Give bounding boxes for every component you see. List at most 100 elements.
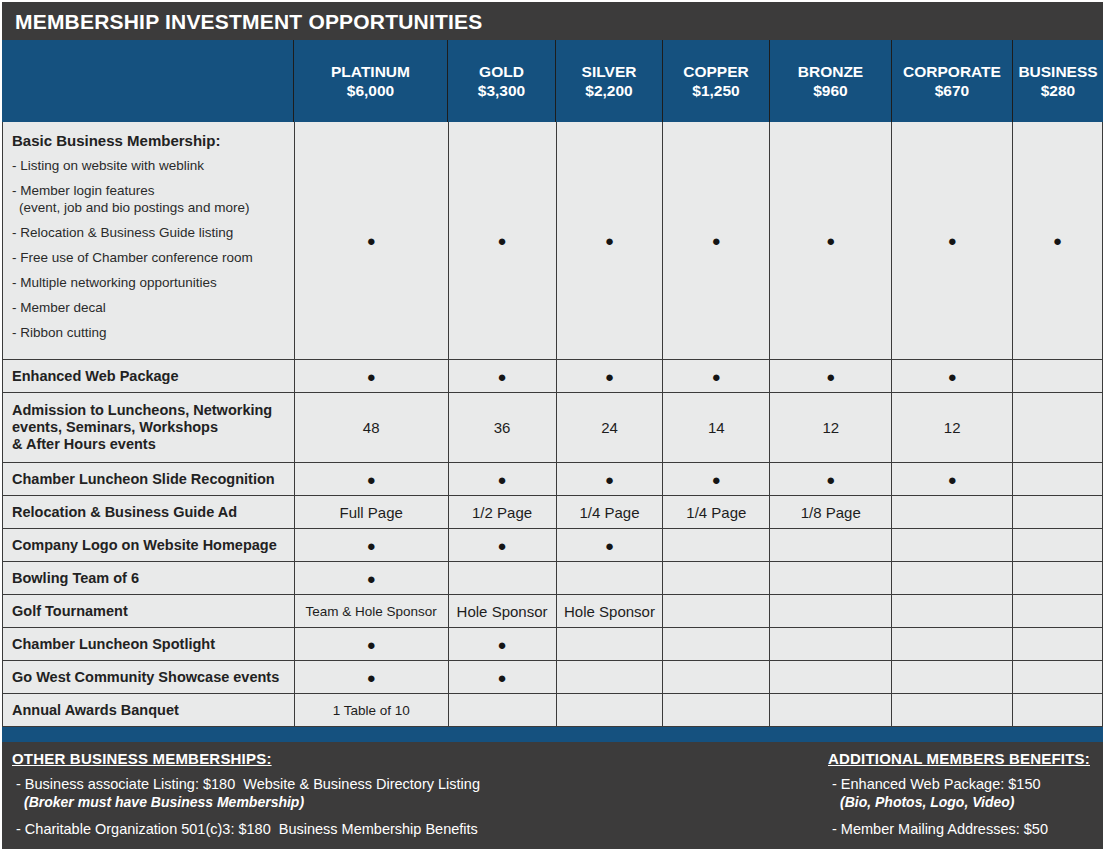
tier-column-header-gold: GOLD$3,300 [448,40,556,122]
tier-header-spacer [2,40,294,122]
benefit-value-cell: 1 Table of 10 [295,694,449,726]
tier-name: BUSINESS [1018,62,1097,81]
tier-price: $2,200 [585,81,632,100]
tier-column-header-bronze: BRONZE$960 [770,40,892,122]
included-dot-icon: ● [557,529,664,561]
feature-label: Chamber Luncheon Spotlight [3,628,295,660]
empty-cell [1013,694,1103,726]
included-dot-icon: ● [449,463,557,495]
included-dot-icon: ● [295,628,449,660]
empty-cell [1013,562,1103,594]
table-row: Company Logo on Website Homepage●●● [3,529,1103,562]
table-row: Basic Business Membership: - Listing on w… [3,122,1103,360]
table-row: Bowling Team of 6● [3,562,1103,595]
empty-cell [663,595,770,627]
benefit-value-cell: 48 [295,393,449,462]
benefit-value-cell: 12 [892,393,1013,462]
empty-cell [892,562,1013,594]
benefit-value-cell: Hole Sponsor [449,595,557,627]
empty-cell [1013,661,1103,693]
feature-sub-item: - Relocation & Business Guide listing [12,225,233,241]
empty-cell [1013,595,1103,627]
benefit-value-cell: 24 [557,393,664,462]
empty-cell [663,562,770,594]
tier-column-header-copper: COPPER$1,250 [663,40,770,122]
included-dot-icon: ● [663,360,770,392]
tier-name: BRONZE [798,62,863,81]
feature-sub-item: - Member decal [12,300,106,316]
feature-label: Golf Tournament [3,595,295,627]
tier-name: SILVER [582,62,637,81]
tier-price: $6,000 [347,81,394,100]
feature-sub-item: - Listing on website with weblink [12,158,204,174]
footer-item-business-associate: - Business associate Listing: $180 Websi… [12,775,552,793]
footer-item-enhanced-web: - Enhanced Web Package: $150 [828,775,1100,793]
feature-label: Admission to Luncheons, Networkingevents… [3,393,295,462]
footer-note-broker: (Broker must have Business Membership) [12,793,552,811]
tier-name: CORPORATE [903,62,1001,81]
empty-cell [770,529,892,561]
empty-cell [770,595,892,627]
included-dot-icon: ● [557,122,664,359]
included-dot-icon: ● [449,122,557,359]
feature-sub-item: - Ribbon cutting [12,325,107,341]
included-dot-icon: ● [770,463,892,495]
tier-column-header-platinum: PLATINUM$6,000 [294,40,448,122]
feature-label: Chamber Luncheon Slide Recognition [3,463,295,495]
empty-cell [892,661,1013,693]
tier-column-header-business: BUSINESS$280 [1013,40,1103,122]
feature-label-heading: Basic Business Membership: [12,132,220,149]
table-row: Admission to Luncheons, Networkingevents… [3,393,1103,463]
feature-label: Annual Awards Banquet [3,694,295,726]
tier-price: $3,300 [478,81,525,100]
tier-price: $670 [935,81,969,100]
included-dot-icon: ● [449,628,557,660]
tier-header-row: PLATINUM$6,000GOLD$3,300SILVER$2,200COPP… [2,40,1103,122]
footer-item-charitable: - Charitable Organization 501(c)3: $180 … [12,820,552,838]
empty-cell [770,628,892,660]
feature-label: Bowling Team of 6 [3,562,295,594]
tier-price: $280 [1041,81,1075,100]
included-dot-icon: ● [557,463,664,495]
benefit-value-cell: 1/8 Page [770,496,892,528]
included-dot-icon: ● [892,122,1013,359]
membership-investment-page: MEMBERSHIP INVESTMENT OPPORTUNITIES PLAT… [0,0,1110,851]
empty-cell [1013,628,1103,660]
included-dot-icon: ● [295,122,449,359]
included-dot-icon: ● [449,661,557,693]
empty-cell [663,694,770,726]
benefits-table-body: Basic Business Membership: - Listing on w… [2,122,1103,727]
other-business-memberships-heading: OTHER BUSINESS MEMBERSHIPS: [12,750,552,767]
footer-item-mailing-addresses: - Member Mailing Addresses: $50 [828,820,1100,838]
included-dot-icon: ● [295,562,449,594]
included-dot-icon: ● [892,360,1013,392]
included-dot-icon: ● [295,463,449,495]
empty-cell [449,694,557,726]
empty-cell [892,496,1013,528]
divider-bar [2,727,1103,742]
feature-sub-item: - Multiple networking opportunities [12,275,217,291]
empty-cell [449,562,557,594]
empty-cell [770,661,892,693]
feature-label: Basic Business Membership: - Listing on w… [3,122,295,359]
included-dot-icon: ● [295,529,449,561]
empty-cell [663,529,770,561]
included-dot-icon: ● [663,122,770,359]
other-business-memberships-section: OTHER BUSINESS MEMBERSHIPS: - Business a… [12,750,552,847]
benefit-value-cell: Hole Sponsor [557,595,664,627]
benefit-value-cell: 1/4 Page [557,496,664,528]
footer-note-bio-photos: (Bio, Photos, Logo, Video) [828,793,1100,811]
empty-cell [892,628,1013,660]
feature-sub-item: (event, job and bio postings and more) [12,200,249,216]
feature-sub-item: - Member login features [12,183,155,199]
tier-name: GOLD [479,62,524,81]
feature-label: Go West Community Showcase events [3,661,295,693]
included-dot-icon: ● [892,463,1013,495]
additional-members-benefits-heading: ADDITIONAL MEMBERS BENEFITS: [828,750,1100,767]
tier-column-header-corporate: CORPORATE$670 [892,40,1013,122]
feature-label: Company Logo on Website Homepage [3,529,295,561]
benefit-value-cell: 1/4 Page [663,496,770,528]
empty-cell [1013,496,1103,528]
feature-label-line: events, Seminars, Workshops [12,419,218,436]
empty-cell [1013,529,1103,561]
